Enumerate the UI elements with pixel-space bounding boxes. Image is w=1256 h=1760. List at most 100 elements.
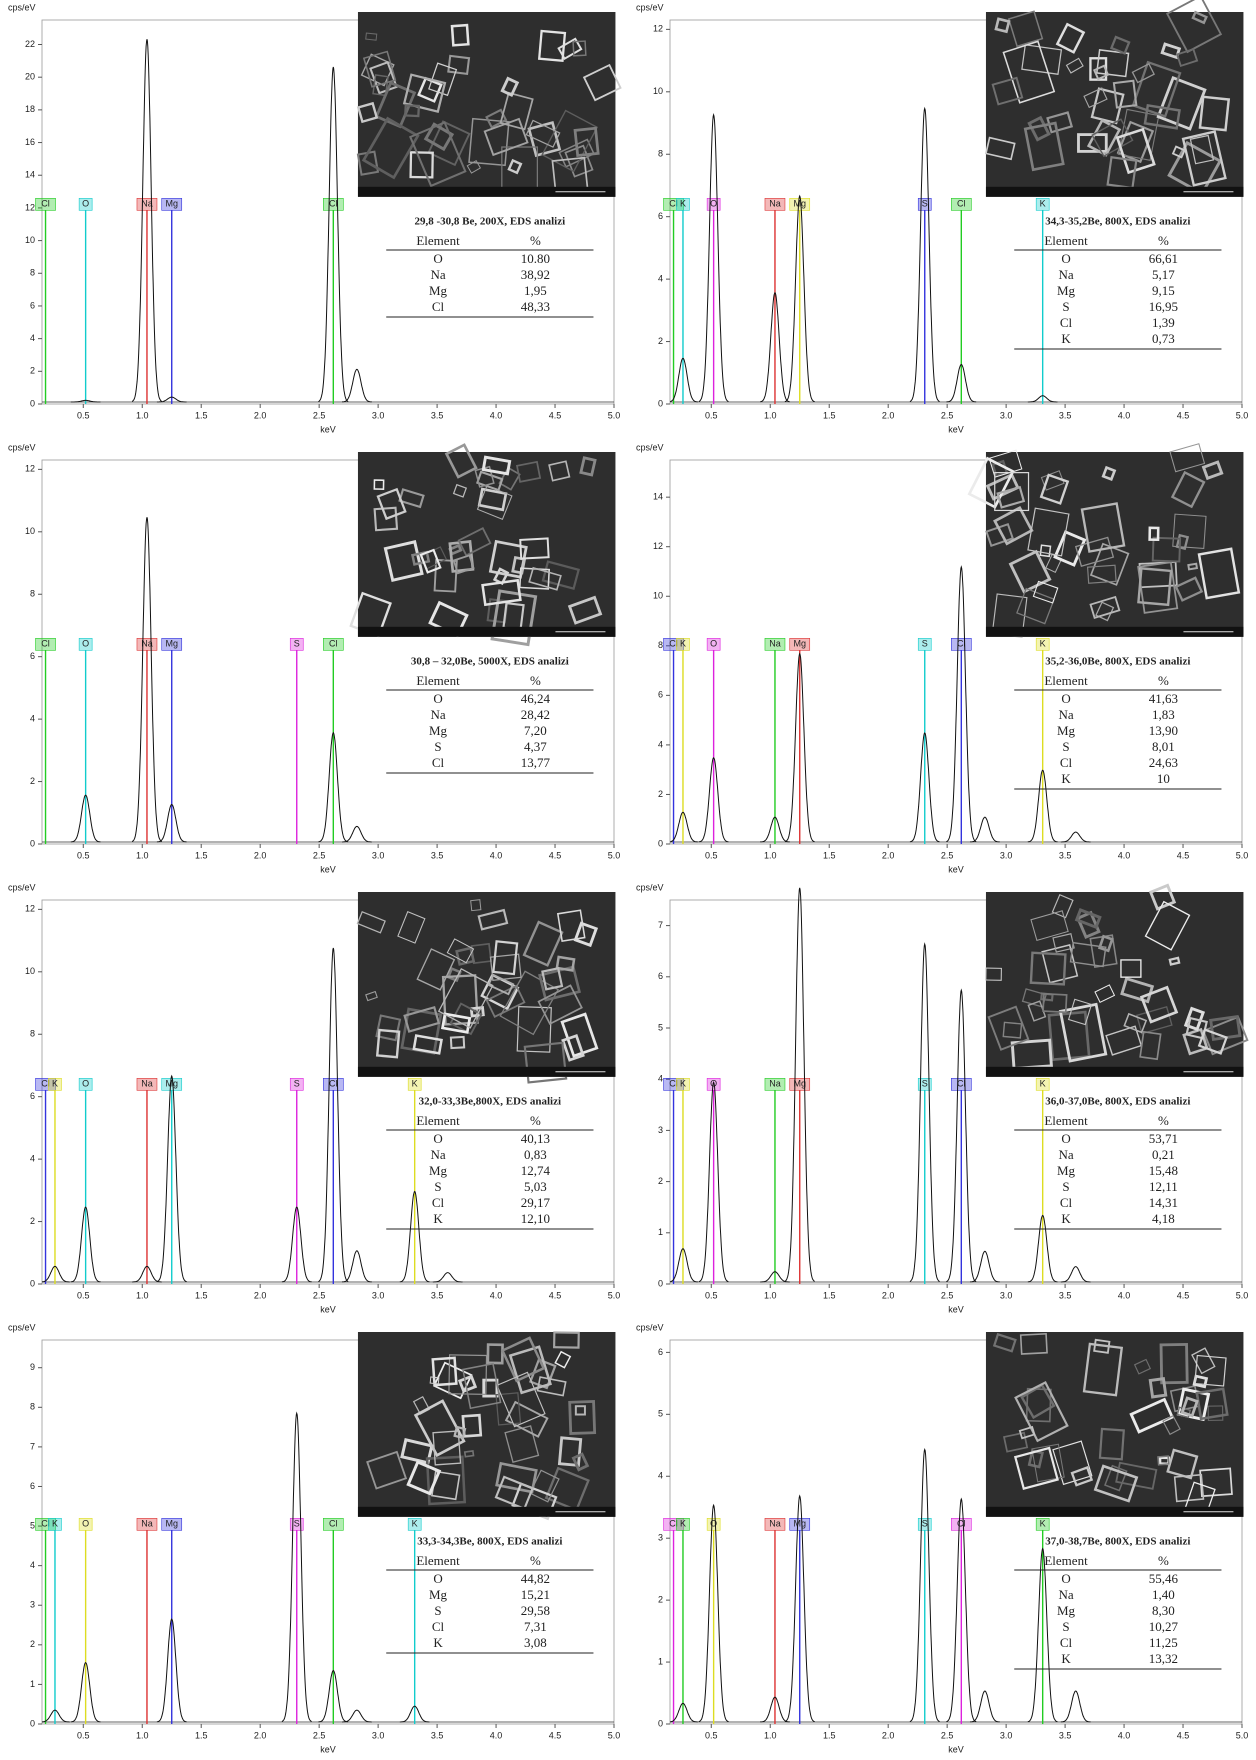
- sem-grain: [1175, 533, 1190, 551]
- sem-grain: [428, 62, 458, 97]
- spectrum-peak: [342, 368, 372, 403]
- sem-grain: [432, 1430, 462, 1466]
- element-tag: [706, 1078, 721, 1091]
- sem-grain: [452, 483, 468, 498]
- table-cell: S: [434, 1179, 441, 1194]
- table-cell: Na: [1058, 267, 1073, 282]
- y-axis-label: cps/eV: [636, 1322, 664, 1332]
- y-tick-label: 8: [658, 149, 663, 159]
- sem-grain: [373, 479, 385, 490]
- y-tick-label: 8: [658, 640, 663, 650]
- sem-grain: [1129, 1397, 1175, 1434]
- table-header: Element: [416, 1113, 460, 1128]
- plot-frame: [669, 19, 1243, 405]
- x-tick-label: 3.0: [1000, 1730, 1013, 1740]
- element-tag: [789, 1518, 811, 1531]
- sem-grain: [1148, 526, 1160, 542]
- sem-grain: [412, 1034, 443, 1055]
- panel-title: 35,2-36,0Be, 800X, EDS analizi: [1045, 656, 1190, 668]
- element-label: K: [680, 639, 686, 649]
- sem-grain: [376, 487, 407, 521]
- sem-grain: [409, 151, 434, 179]
- sem-grain: [427, 120, 471, 167]
- sem-grain: [554, 1350, 572, 1369]
- sem-grain: [1194, 1354, 1227, 1387]
- sem-grain: [1202, 1015, 1249, 1056]
- element-label: O: [82, 639, 89, 649]
- sem-grain: [1091, 118, 1134, 158]
- sem-grain: [573, 921, 599, 948]
- table-cell: O: [433, 1571, 442, 1586]
- spectrum-peak: [759, 816, 790, 843]
- x-tick-label: 2.5: [941, 1730, 954, 1740]
- x-tick-label: 1.5: [195, 1730, 208, 1740]
- element-label: Cl: [329, 199, 338, 209]
- sem-grain: [1139, 985, 1179, 1024]
- sem-info-bar: [357, 1506, 616, 1517]
- sem-grain: [1151, 536, 1182, 563]
- sem-grain: [1148, 883, 1177, 911]
- table-cell: Na: [430, 1147, 445, 1162]
- sem-grain: [403, 1005, 441, 1033]
- sem-grain: [495, 1461, 538, 1494]
- sem-grain: [469, 1006, 485, 1018]
- table-cell: Cl: [432, 755, 445, 770]
- x-tick-label: 1.0: [764, 850, 777, 860]
- sem-info-bar: [357, 186, 616, 197]
- element-tag: [1035, 1078, 1050, 1091]
- sem-grain: [996, 485, 1026, 509]
- element-label: S: [922, 199, 928, 209]
- sem-grain: [541, 109, 599, 173]
- spectrum-peak: [784, 194, 815, 403]
- sem-grain: [1052, 1440, 1093, 1486]
- x-tick-label: 3.5: [1059, 1290, 1072, 1300]
- x-tick-label: 1.5: [823, 410, 836, 420]
- y-tick-label: 4: [30, 1560, 35, 1570]
- sem-grain: [500, 76, 520, 97]
- x-tick-label: 1.5: [195, 410, 208, 420]
- y-tick-label: 2: [30, 776, 35, 786]
- y-tick-label: 3: [30, 1600, 35, 1610]
- element-label: S: [294, 1519, 300, 1529]
- x-tick-label: 2.5: [941, 410, 954, 420]
- spectrum-peak: [70, 1206, 101, 1283]
- y-tick-label: 12: [25, 904, 35, 914]
- sem-grain: [498, 466, 521, 491]
- sem-grain: [1047, 1010, 1091, 1062]
- sem-grain: [356, 101, 379, 124]
- element-tag: [764, 198, 786, 211]
- spectrum-panel: cps/eV keV 0 1 2 3 4 5 6 0.5 1.0 1.5 2.0 2.5 3.0 3.5 4.0…: [636, 1322, 1248, 1754]
- x-tick-label: 0.5: [77, 1290, 90, 1300]
- sem-grain: [1180, 1396, 1199, 1418]
- sem-grain: [429, 1376, 440, 1385]
- sem-grain: [1032, 580, 1059, 604]
- x-tick-label: 5.0: [1236, 1730, 1249, 1740]
- sem-grain: [461, 1413, 483, 1438]
- sem-grain: [1086, 564, 1117, 584]
- table-cell: 29,17: [521, 1195, 551, 1210]
- x-tick-label: 3.0: [1000, 850, 1013, 860]
- sem-grain: [366, 1450, 408, 1490]
- element-label: O: [82, 1519, 89, 1529]
- table-cell: 1,39: [1152, 315, 1175, 330]
- sem-grain: [400, 1438, 434, 1465]
- spectrum-peak: [909, 106, 940, 402]
- element-label: K: [1040, 1079, 1046, 1089]
- plot-frame: [41, 459, 615, 845]
- x-axis-label: keV: [948, 424, 964, 434]
- sem-grain: [991, 76, 1024, 106]
- spectrum-peak: [132, 1265, 162, 1283]
- element-tag: [951, 1518, 972, 1531]
- table-cell: 41,63: [1149, 691, 1178, 706]
- sem-grain: [1166, 1448, 1199, 1480]
- sem-grain: [383, 540, 424, 583]
- table-cell: 16,95: [1149, 299, 1178, 314]
- sem-grain: [985, 472, 1020, 501]
- element-tag: [289, 638, 304, 651]
- sem-grain: [499, 91, 534, 131]
- table-cell: O: [433, 251, 442, 266]
- x-tick-label: 4.5: [549, 410, 562, 420]
- sem-grain: [1018, 1425, 1036, 1440]
- sem-grain: [1197, 1028, 1228, 1055]
- y-tick-label: 6: [658, 690, 663, 700]
